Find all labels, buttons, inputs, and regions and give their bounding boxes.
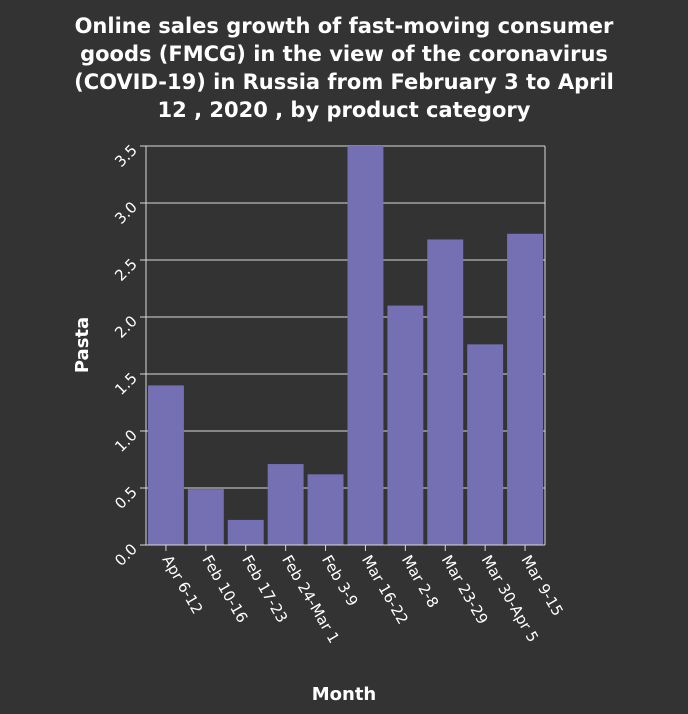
y-tick-label: 3.0 bbox=[111, 198, 141, 228]
y-tick-label: 2.0 bbox=[111, 312, 141, 342]
y-tick-label: 0.5 bbox=[111, 483, 141, 513]
bar bbox=[427, 239, 464, 546]
y-tick-label: 1.5 bbox=[111, 369, 141, 399]
x-axis-title: Month bbox=[312, 684, 377, 705]
bar bbox=[347, 146, 384, 545]
y-tick-labels: 0.0 0.5 1.0 1.5 2.0 2.5 3.0 3.5 bbox=[111, 141, 141, 570]
chart-title-line: goods (FMCG) in the view of the coronavi… bbox=[80, 42, 608, 66]
bar bbox=[267, 464, 304, 545]
axes bbox=[140, 145, 545, 551]
chart-title-line: Online sales growth of fast-moving consu… bbox=[75, 14, 614, 38]
bar bbox=[507, 233, 544, 545]
y-tick-label: 3.5 bbox=[111, 141, 141, 171]
y-axis-title: Pasta bbox=[72, 317, 93, 373]
bar bbox=[467, 344, 504, 545]
chart-title-line: 12 , 2020 , by product category bbox=[158, 98, 531, 122]
y-tick-label: 1.0 bbox=[111, 426, 141, 456]
bar bbox=[307, 474, 344, 545]
y-tick-label: 0.0 bbox=[111, 540, 141, 570]
y-tick-label: 2.5 bbox=[111, 255, 141, 285]
gridlines bbox=[146, 145, 546, 546]
chart-title-line: (COVID-19) in Russia from February 3 to … bbox=[74, 70, 614, 94]
x-tick-label: Feb 3-9 bbox=[318, 552, 362, 609]
bars bbox=[147, 146, 544, 546]
x-tick-label: Mar 2-8 bbox=[398, 552, 442, 611]
bar bbox=[187, 489, 224, 545]
bar bbox=[147, 385, 184, 545]
chart-title: Online sales growth of fast-moving consu… bbox=[74, 14, 614, 122]
bar bbox=[227, 519, 264, 545]
bar bbox=[387, 305, 424, 545]
